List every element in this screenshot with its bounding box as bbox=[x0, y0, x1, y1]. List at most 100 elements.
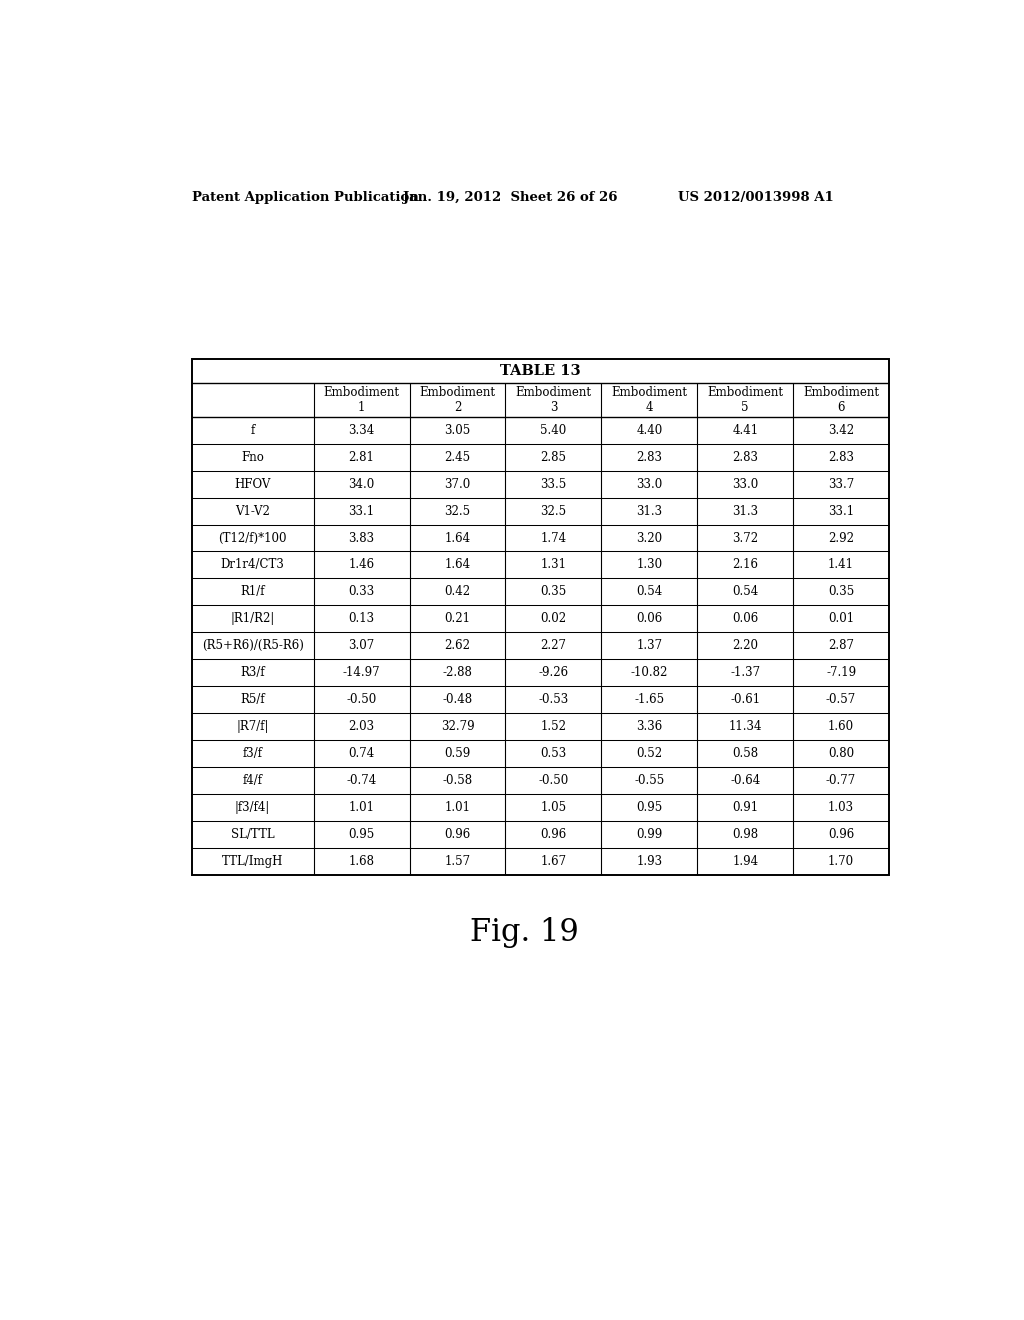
Text: 1.30: 1.30 bbox=[636, 558, 663, 572]
Text: 37.0: 37.0 bbox=[444, 478, 471, 491]
Text: -0.64: -0.64 bbox=[730, 774, 760, 787]
Text: Embodiment
1: Embodiment 1 bbox=[324, 387, 399, 414]
Text: Patent Application Publication: Patent Application Publication bbox=[191, 191, 418, 203]
Text: Embodiment
5: Embodiment 5 bbox=[708, 387, 783, 414]
Text: 1.74: 1.74 bbox=[541, 532, 566, 545]
Text: 0.80: 0.80 bbox=[828, 747, 854, 760]
Text: 0.21: 0.21 bbox=[444, 612, 470, 626]
Text: 3.20: 3.20 bbox=[636, 532, 663, 545]
Text: 0.06: 0.06 bbox=[732, 612, 759, 626]
Text: (T12/f)*100: (T12/f)*100 bbox=[218, 532, 287, 545]
Text: -0.57: -0.57 bbox=[826, 693, 856, 706]
Text: 0.53: 0.53 bbox=[541, 747, 566, 760]
Text: 0.96: 0.96 bbox=[828, 828, 854, 841]
Text: 0.42: 0.42 bbox=[444, 585, 471, 598]
Text: 3.36: 3.36 bbox=[636, 719, 663, 733]
Text: V1-V2: V1-V2 bbox=[236, 504, 270, 517]
Text: 2.16: 2.16 bbox=[732, 558, 758, 572]
Text: 31.3: 31.3 bbox=[636, 504, 663, 517]
Text: 0.52: 0.52 bbox=[636, 747, 663, 760]
Text: 0.35: 0.35 bbox=[541, 585, 566, 598]
Bar bbox=[191, 359, 889, 875]
Text: 1.41: 1.41 bbox=[828, 558, 854, 572]
Text: SL/TTL: SL/TTL bbox=[230, 828, 274, 841]
Text: -0.48: -0.48 bbox=[442, 693, 472, 706]
Text: 1.01: 1.01 bbox=[348, 801, 375, 813]
Text: Embodiment
4: Embodiment 4 bbox=[611, 387, 687, 414]
Text: R1/f: R1/f bbox=[241, 585, 265, 598]
Text: 3.72: 3.72 bbox=[732, 532, 758, 545]
Text: -0.50: -0.50 bbox=[346, 693, 377, 706]
Text: R3/f: R3/f bbox=[241, 667, 265, 678]
Text: 11.34: 11.34 bbox=[728, 719, 762, 733]
Text: 1.01: 1.01 bbox=[444, 801, 470, 813]
Text: -0.50: -0.50 bbox=[539, 774, 568, 787]
Text: 0.02: 0.02 bbox=[541, 612, 566, 626]
Text: 0.54: 0.54 bbox=[636, 585, 663, 598]
Text: 1.46: 1.46 bbox=[348, 558, 375, 572]
Text: -1.37: -1.37 bbox=[730, 667, 760, 678]
Text: 32.5: 32.5 bbox=[541, 504, 566, 517]
Text: 0.59: 0.59 bbox=[444, 747, 471, 760]
Text: 2.83: 2.83 bbox=[828, 450, 854, 463]
Text: 1.64: 1.64 bbox=[444, 558, 471, 572]
Text: Embodiment
6: Embodiment 6 bbox=[803, 387, 879, 414]
Text: -10.82: -10.82 bbox=[631, 667, 668, 678]
Text: 1.93: 1.93 bbox=[636, 854, 663, 867]
Text: 0.74: 0.74 bbox=[348, 747, 375, 760]
Text: HFOV: HFOV bbox=[234, 478, 270, 491]
Text: 2.20: 2.20 bbox=[732, 639, 758, 652]
Text: 1.37: 1.37 bbox=[636, 639, 663, 652]
Text: 1.67: 1.67 bbox=[541, 854, 566, 867]
Text: -0.55: -0.55 bbox=[634, 774, 665, 787]
Text: -9.26: -9.26 bbox=[539, 667, 568, 678]
Text: Fig. 19: Fig. 19 bbox=[470, 917, 580, 948]
Text: 0.54: 0.54 bbox=[732, 585, 759, 598]
Text: -7.19: -7.19 bbox=[826, 667, 856, 678]
Text: 4.41: 4.41 bbox=[732, 424, 758, 437]
Text: 1.64: 1.64 bbox=[444, 532, 471, 545]
Text: 0.95: 0.95 bbox=[636, 801, 663, 813]
Text: 2.83: 2.83 bbox=[732, 450, 758, 463]
Text: Embodiment
3: Embodiment 3 bbox=[515, 387, 592, 414]
Text: 0.95: 0.95 bbox=[348, 828, 375, 841]
Text: 1.52: 1.52 bbox=[541, 719, 566, 733]
Text: -0.58: -0.58 bbox=[442, 774, 472, 787]
Text: 2.03: 2.03 bbox=[348, 719, 375, 733]
Text: 33.1: 33.1 bbox=[348, 504, 375, 517]
Text: 33.7: 33.7 bbox=[828, 478, 854, 491]
Text: 32.5: 32.5 bbox=[444, 504, 471, 517]
Text: 0.35: 0.35 bbox=[828, 585, 854, 598]
Text: 32.79: 32.79 bbox=[440, 719, 474, 733]
Text: 0.96: 0.96 bbox=[541, 828, 566, 841]
Text: -14.97: -14.97 bbox=[343, 667, 380, 678]
Text: 1.57: 1.57 bbox=[444, 854, 471, 867]
Text: 2.85: 2.85 bbox=[541, 450, 566, 463]
Text: -2.88: -2.88 bbox=[442, 667, 472, 678]
Text: 34.0: 34.0 bbox=[348, 478, 375, 491]
Text: 0.96: 0.96 bbox=[444, 828, 471, 841]
Text: |f3/f4|: |f3/f4| bbox=[234, 801, 270, 813]
Text: 1.60: 1.60 bbox=[828, 719, 854, 733]
Text: 0.91: 0.91 bbox=[732, 801, 758, 813]
Text: -0.53: -0.53 bbox=[539, 693, 568, 706]
Text: 1.05: 1.05 bbox=[541, 801, 566, 813]
Text: |R7/f|: |R7/f| bbox=[237, 719, 268, 733]
Text: Fno: Fno bbox=[241, 450, 264, 463]
Text: Embodiment
2: Embodiment 2 bbox=[420, 387, 496, 414]
Text: 33.1: 33.1 bbox=[828, 504, 854, 517]
Text: 2.87: 2.87 bbox=[828, 639, 854, 652]
Text: 33.0: 33.0 bbox=[732, 478, 759, 491]
Text: 2.62: 2.62 bbox=[444, 639, 470, 652]
Text: (R5+R6)/(R5-R6): (R5+R6)/(R5-R6) bbox=[202, 639, 303, 652]
Text: -0.61: -0.61 bbox=[730, 693, 760, 706]
Text: Dr1r4/CT3: Dr1r4/CT3 bbox=[220, 558, 285, 572]
Text: 3.34: 3.34 bbox=[348, 424, 375, 437]
Text: 2.92: 2.92 bbox=[828, 532, 854, 545]
Text: 0.58: 0.58 bbox=[732, 747, 758, 760]
Text: 0.98: 0.98 bbox=[732, 828, 758, 841]
Text: 1.31: 1.31 bbox=[541, 558, 566, 572]
Text: 0.33: 0.33 bbox=[348, 585, 375, 598]
Text: 1.68: 1.68 bbox=[348, 854, 375, 867]
Text: 3.07: 3.07 bbox=[348, 639, 375, 652]
